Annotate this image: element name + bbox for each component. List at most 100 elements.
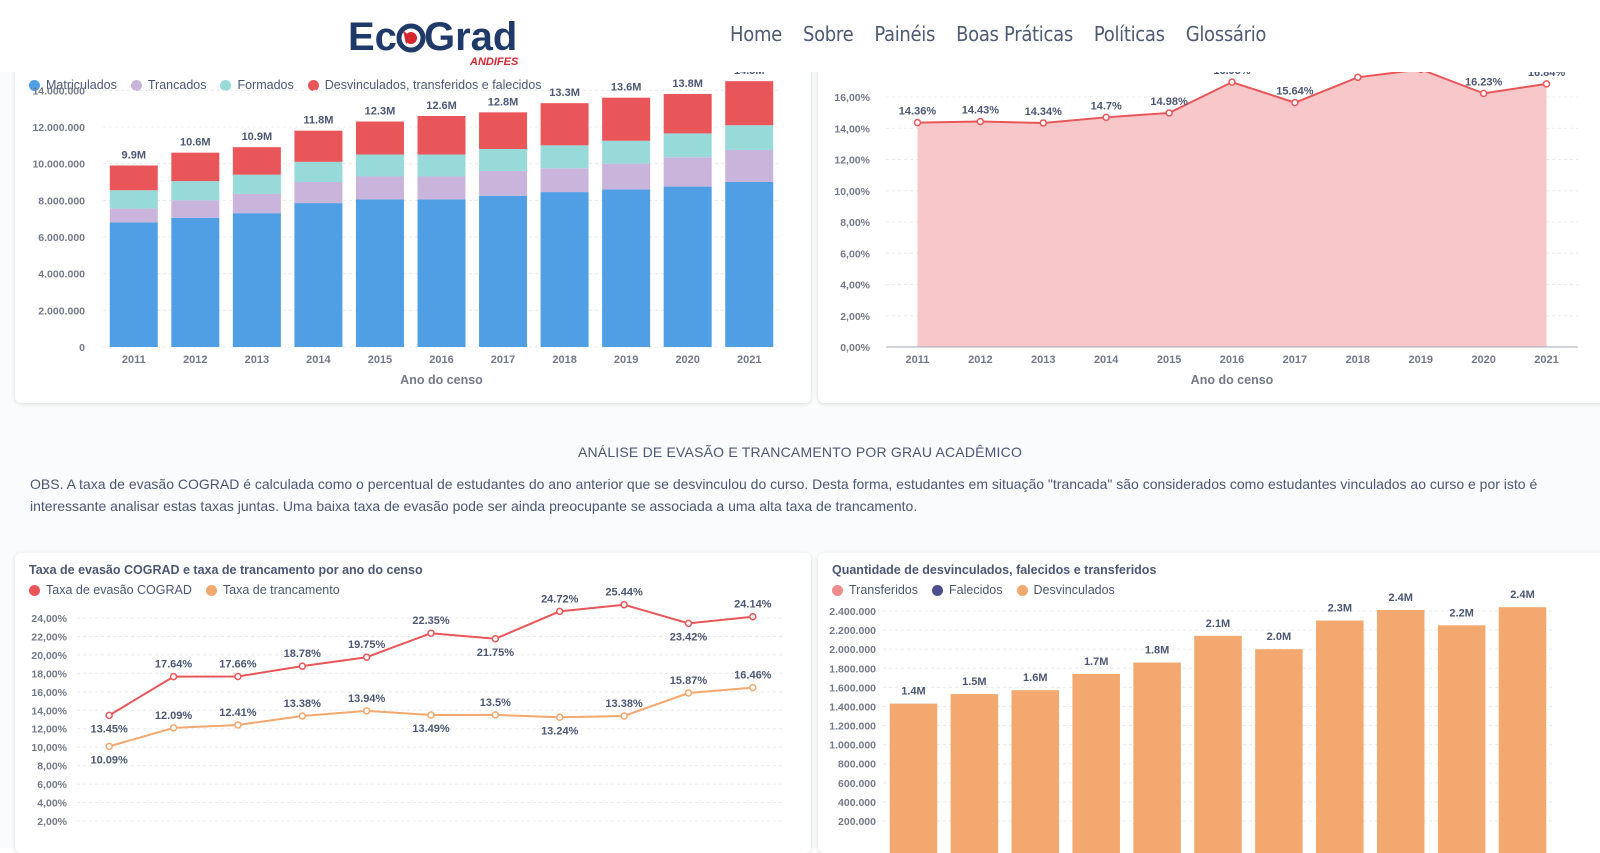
line-point bbox=[427, 711, 435, 719]
point-label: 16.46% bbox=[734, 670, 772, 682]
line-point bbox=[298, 662, 307, 670]
x-tick-label: 2011 bbox=[906, 354, 930, 366]
area-point bbox=[1291, 98, 1299, 107]
y-tick-label: 2.200.000 bbox=[829, 625, 876, 637]
line-point bbox=[234, 721, 242, 729]
bar-segment-trancados bbox=[232, 193, 281, 214]
area-point bbox=[1228, 78, 1236, 86]
y-tick-label: 1.200.000 bbox=[829, 721, 876, 733]
x-tick-label: 2012 bbox=[968, 354, 992, 366]
x-tick-label: 2015 bbox=[368, 354, 392, 366]
x-tick-label: 2014 bbox=[306, 354, 331, 366]
line-point bbox=[684, 619, 693, 628]
nav-glossario[interactable]: Glossário bbox=[1185, 22, 1267, 46]
point-label: 13.45% bbox=[91, 723, 129, 735]
bar-value-label: 2.3M bbox=[1328, 603, 1352, 615]
nav-boas-praticas[interactable]: Boas Práticas bbox=[956, 22, 1073, 46]
bar-value-label: 1.8M bbox=[1145, 645, 1169, 657]
orange-bar bbox=[1498, 607, 1547, 853]
point-label: 22.35% bbox=[412, 615, 450, 627]
bar-value-label: 1.7M bbox=[1084, 656, 1108, 668]
point-label: 17.64% bbox=[155, 659, 193, 671]
nav-paineis[interactable]: Painéis bbox=[874, 22, 936, 46]
area-point bbox=[1102, 113, 1110, 122]
x-tick-label: 2013 bbox=[1031, 354, 1055, 366]
nav-home[interactable]: Home bbox=[730, 22, 782, 46]
bar-segment-trancados bbox=[294, 182, 343, 204]
y-tick-label: 2.000.000 bbox=[829, 644, 876, 656]
area-point bbox=[976, 117, 985, 126]
bar-segment-trancados bbox=[602, 163, 651, 190]
legend-evasao[interactable]: Taxa de evasão COGRAD bbox=[29, 583, 192, 597]
legend-trancados[interactable]: Trancados bbox=[130, 78, 206, 92]
ecograd-logo[interactable]: Ec Grad ANDIFES bbox=[348, 14, 528, 70]
point-label: 13.38% bbox=[284, 698, 322, 710]
bar-total-label: 11.8M bbox=[303, 115, 333, 127]
x-tick-label: 2017 bbox=[491, 354, 515, 366]
area-point bbox=[1479, 89, 1488, 98]
bar-segment-matriculados bbox=[355, 199, 404, 347]
y-tick-label: 22,00% bbox=[31, 631, 67, 643]
y-tick-label: 1.400.000 bbox=[829, 701, 876, 713]
line-point bbox=[555, 713, 564, 722]
legend-formados[interactable]: Formados bbox=[220, 78, 294, 92]
legend-desvinculados-orange[interactable]: Desvinculados bbox=[1016, 583, 1115, 597]
bar-value-label: 2.2M bbox=[1449, 607, 1473, 619]
y-tick-label: 12,00% bbox=[834, 155, 870, 167]
bar-total-label: 10.6M bbox=[180, 137, 211, 149]
x-tick-label: 2021 bbox=[737, 354, 761, 366]
bar-total-label: 12.6M bbox=[426, 100, 457, 112]
bar-segment-desvinculados bbox=[725, 81, 774, 126]
legend-transferidos[interactable]: Transferidos bbox=[832, 583, 918, 597]
bar-value-label: 2.1M bbox=[1206, 618, 1230, 630]
legend-matriculados[interactable]: Matriculados bbox=[29, 78, 117, 92]
obs-paragraph: OBS. A taxa de evasão COGRAD é calculada… bbox=[30, 476, 1538, 514]
point-label: 17.66% bbox=[219, 659, 257, 671]
y-tick-label: 24,00% bbox=[31, 613, 67, 625]
bar-segment-formados bbox=[540, 145, 589, 169]
nav-sobre[interactable]: Sobre bbox=[802, 22, 854, 46]
bar-segment-trancados bbox=[540, 168, 589, 193]
bar-segment-desvinculados bbox=[109, 165, 158, 191]
x-tick-label: 2020 bbox=[1471, 354, 1495, 366]
bar-segment-desvinculados bbox=[602, 97, 651, 141]
line-legend: Taxa de evasão COGRAD Taxa de trancament… bbox=[29, 583, 354, 597]
orange-bar bbox=[1376, 610, 1425, 853]
x-tick-label: 2013 bbox=[245, 354, 269, 366]
bar-segment-matriculados bbox=[109, 222, 158, 347]
main-nav: Home Sobre Painéis Boas Práticas Polític… bbox=[730, 22, 1287, 46]
y-tick-label: 6.000.000 bbox=[38, 232, 85, 244]
legend-trancamento[interactable]: Taxa de trancamento bbox=[205, 583, 340, 597]
orange-bar bbox=[1255, 649, 1303, 853]
orange-bar-card: Quantidade de desvinculados, falecidos e… bbox=[818, 553, 1600, 853]
y-tick-label: 16,00% bbox=[834, 92, 870, 104]
point-label: 10.09% bbox=[91, 754, 129, 766]
bar-segment-matriculados bbox=[417, 199, 466, 347]
line-point bbox=[105, 742, 113, 751]
point-label: 25.44% bbox=[605, 587, 643, 599]
x-tick-label: 2018 bbox=[1346, 354, 1370, 366]
orange-legend: Transferidos Falecidos Desvinculados bbox=[832, 583, 1129, 597]
x-tick-label: 2019 bbox=[614, 354, 638, 366]
bar-segment-desvinculados bbox=[294, 130, 343, 162]
bar-segment-formados bbox=[109, 190, 158, 209]
orange-bar bbox=[1437, 625, 1486, 853]
y-tick-label: 1.000.000 bbox=[829, 740, 876, 752]
point-label: 24.14% bbox=[734, 599, 772, 611]
bar-segment-desvinculados bbox=[355, 121, 404, 155]
legend-desvinculados[interactable]: Desvinculados, transferidos e falecidos bbox=[307, 78, 542, 92]
bar-value-label: 1.5M bbox=[962, 676, 986, 688]
x-tick-label: 2019 bbox=[1408, 354, 1432, 366]
bar-segment-desvinculados bbox=[540, 103, 589, 146]
bar-segment-desvinculados bbox=[232, 147, 281, 175]
bar-segment-trancados bbox=[109, 208, 158, 223]
bar-segment-trancados bbox=[663, 157, 712, 187]
x-axis-label: Ano do censo bbox=[400, 373, 483, 387]
legend-falecidos[interactable]: Falecidos bbox=[932, 583, 1003, 597]
bar-segment-formados bbox=[602, 140, 651, 164]
y-tick-label: 2,00% bbox=[840, 311, 870, 323]
bar-total-label: 9.9M bbox=[122, 150, 146, 162]
bar-segment-desvinculados bbox=[417, 116, 466, 155]
line-point bbox=[427, 629, 435, 637]
nav-politicas[interactable]: Políticas bbox=[1093, 22, 1165, 46]
